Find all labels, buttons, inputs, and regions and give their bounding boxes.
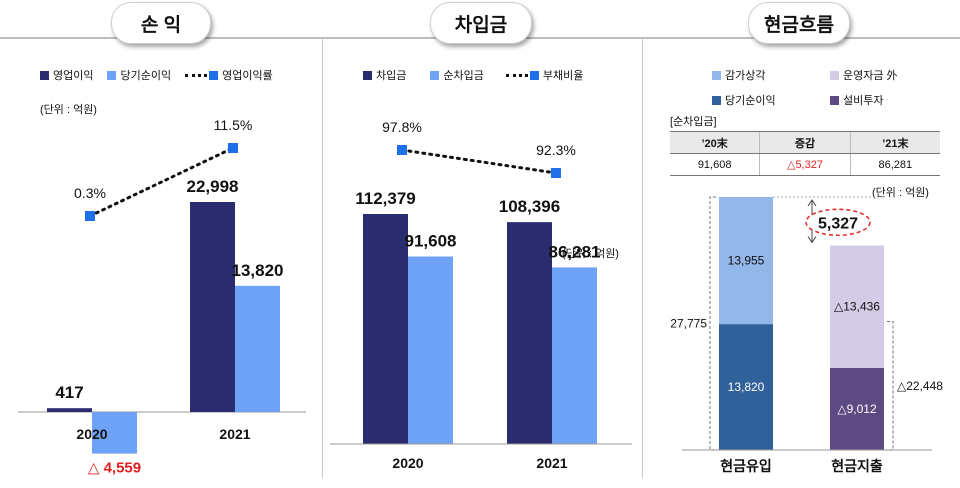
- legend-swatch: [430, 70, 440, 80]
- cash-chart: 13,820 13,955 △9,012 △13,436 현금유입 현금지출 27,775 △…: [670, 196, 943, 474]
- data-label: 112,379: [355, 189, 416, 208]
- profit-legend: 영업이익 당기순이익 영업이익률: [40, 67, 273, 83]
- cash-legend-b: 운영자금 外: [830, 67, 898, 83]
- total-label: 27,775: [670, 317, 707, 331]
- series-line: [88, 146, 235, 218]
- legend-label: 운영자금 外: [843, 70, 898, 82]
- cash-legend-d: 설비투자: [830, 92, 883, 108]
- line-label: 97.8%: [382, 119, 422, 135]
- tick-label: 2020: [392, 455, 423, 471]
- stack-설비투자: [830, 367, 884, 450]
- cash-unit: (단위 : 억원): [872, 187, 929, 199]
- series-line: [400, 148, 558, 175]
- bar-영업이익: [47, 408, 92, 412]
- bar-순차입금: [552, 267, 597, 444]
- data-label: △13,436: [834, 300, 880, 314]
- legend-swatch: [830, 95, 839, 105]
- data-label: 417: [55, 383, 83, 402]
- bar-차입금: [363, 214, 408, 444]
- legend-line: [185, 73, 208, 77]
- line-marker: [551, 168, 561, 178]
- stack-운영자금: [830, 245, 884, 368]
- tick-label: 현금유입: [720, 458, 772, 474]
- profit-unit: (단위 : 억원): [40, 104, 97, 116]
- data-label: 13,820: [728, 380, 765, 394]
- profit-title: 손 익: [111, 2, 211, 44]
- legend-label: 감가상각: [725, 70, 766, 82]
- tick-label: 2020: [76, 426, 107, 442]
- legend-swatch: [830, 70, 839, 80]
- table-cell: 91,608: [670, 153, 760, 176]
- data-label: △ 4,559: [88, 460, 141, 477]
- tick-label: 2021: [219, 426, 250, 442]
- bar-영업이익: [190, 202, 235, 412]
- legend-line: [505, 73, 528, 77]
- cash-title: 현금흐름: [748, 2, 850, 44]
- total-bracket: [709, 196, 716, 451]
- panel-divider: [322, 38, 323, 478]
- data-label: 86,281: [549, 242, 601, 261]
- cash-legend-c: 당기순이익: [712, 92, 776, 108]
- legend-label: 부채비율: [542, 70, 584, 82]
- data-label: △9,012: [837, 402, 877, 416]
- legend-marker: [529, 70, 539, 80]
- bar-당기순이익: [92, 412, 137, 454]
- arrow-head: [807, 236, 817, 244]
- difference-label: 5,327: [818, 215, 858, 232]
- legend-label: 설비투자: [843, 95, 884, 107]
- legend-label: 차입금: [376, 70, 407, 82]
- arrow-head: [807, 199, 817, 207]
- data-label: 13,820: [232, 261, 284, 280]
- legend-label: 영업이익: [53, 70, 94, 82]
- data-label: 91,608: [405, 232, 457, 251]
- cash-legend-a: 감가상각: [712, 67, 765, 83]
- profit-chart: 417 22,998 △ 4,559 13,820 2020 2021 0.3% 11.5%: [18, 117, 306, 477]
- borrow-chart: 112,379 108,396 91,608 86,281 2020 2021 97.8% 9…: [330, 119, 632, 471]
- bar-차입금: [507, 222, 552, 444]
- table-row: ’20末 증감 ’21末: [670, 131, 940, 154]
- stack-감가상각: [719, 197, 773, 325]
- data-label: 22,998: [187, 177, 239, 196]
- bar-순차입금: [408, 256, 453, 444]
- table-row: 91,608 △5,327 86,281: [670, 153, 940, 176]
- legend-swatch: [712, 95, 721, 105]
- legend-marker: [209, 70, 219, 80]
- netdebt-table: ’20末 증감 ’21末 91,608 △5,327 86,281: [670, 131, 940, 176]
- tick-label: 현금지출: [831, 458, 883, 474]
- legend-label: 당기순이익: [725, 95, 776, 107]
- borrow-unit: (단위 : 억원): [562, 248, 619, 260]
- legend-swatch: [363, 70, 372, 80]
- data-label: 13,955: [728, 254, 765, 268]
- line-label: 92.3%: [536, 142, 576, 158]
- line-marker: [85, 211, 95, 221]
- legend-swatch: [107, 70, 117, 80]
- total-bracket: [887, 321, 894, 451]
- bar-당기순이익: [235, 285, 280, 412]
- line-marker: [228, 143, 238, 153]
- netdebt-caption: [순차입금]: [670, 116, 717, 128]
- table-header: 증감: [759, 131, 851, 154]
- line-marker: [397, 145, 407, 155]
- line-label: 0.3%: [74, 185, 106, 201]
- legend-label: 영업이익률: [222, 70, 273, 82]
- stack-당기순이익: [719, 324, 773, 450]
- borrow-legend: 차입금 순차입금 부채비율: [363, 67, 583, 83]
- legend-swatch: [40, 70, 49, 80]
- table-cell: △5,327: [759, 153, 851, 176]
- legend-label: 당기순이익: [120, 70, 172, 82]
- panel-divider: [642, 38, 643, 478]
- total-label: △22,448: [897, 379, 943, 393]
- borrow-title: 차입금: [430, 2, 532, 44]
- legend-label: 순차입금: [443, 70, 484, 82]
- legend-swatch: [712, 70, 721, 80]
- line-label: 11.5%: [214, 117, 253, 133]
- table-cell: 86,281: [849, 153, 940, 176]
- table-header: ’20末: [670, 131, 760, 154]
- tick-label: 2021: [536, 455, 567, 471]
- data-label: 108,396: [499, 197, 560, 216]
- difference-callout: [805, 208, 871, 237]
